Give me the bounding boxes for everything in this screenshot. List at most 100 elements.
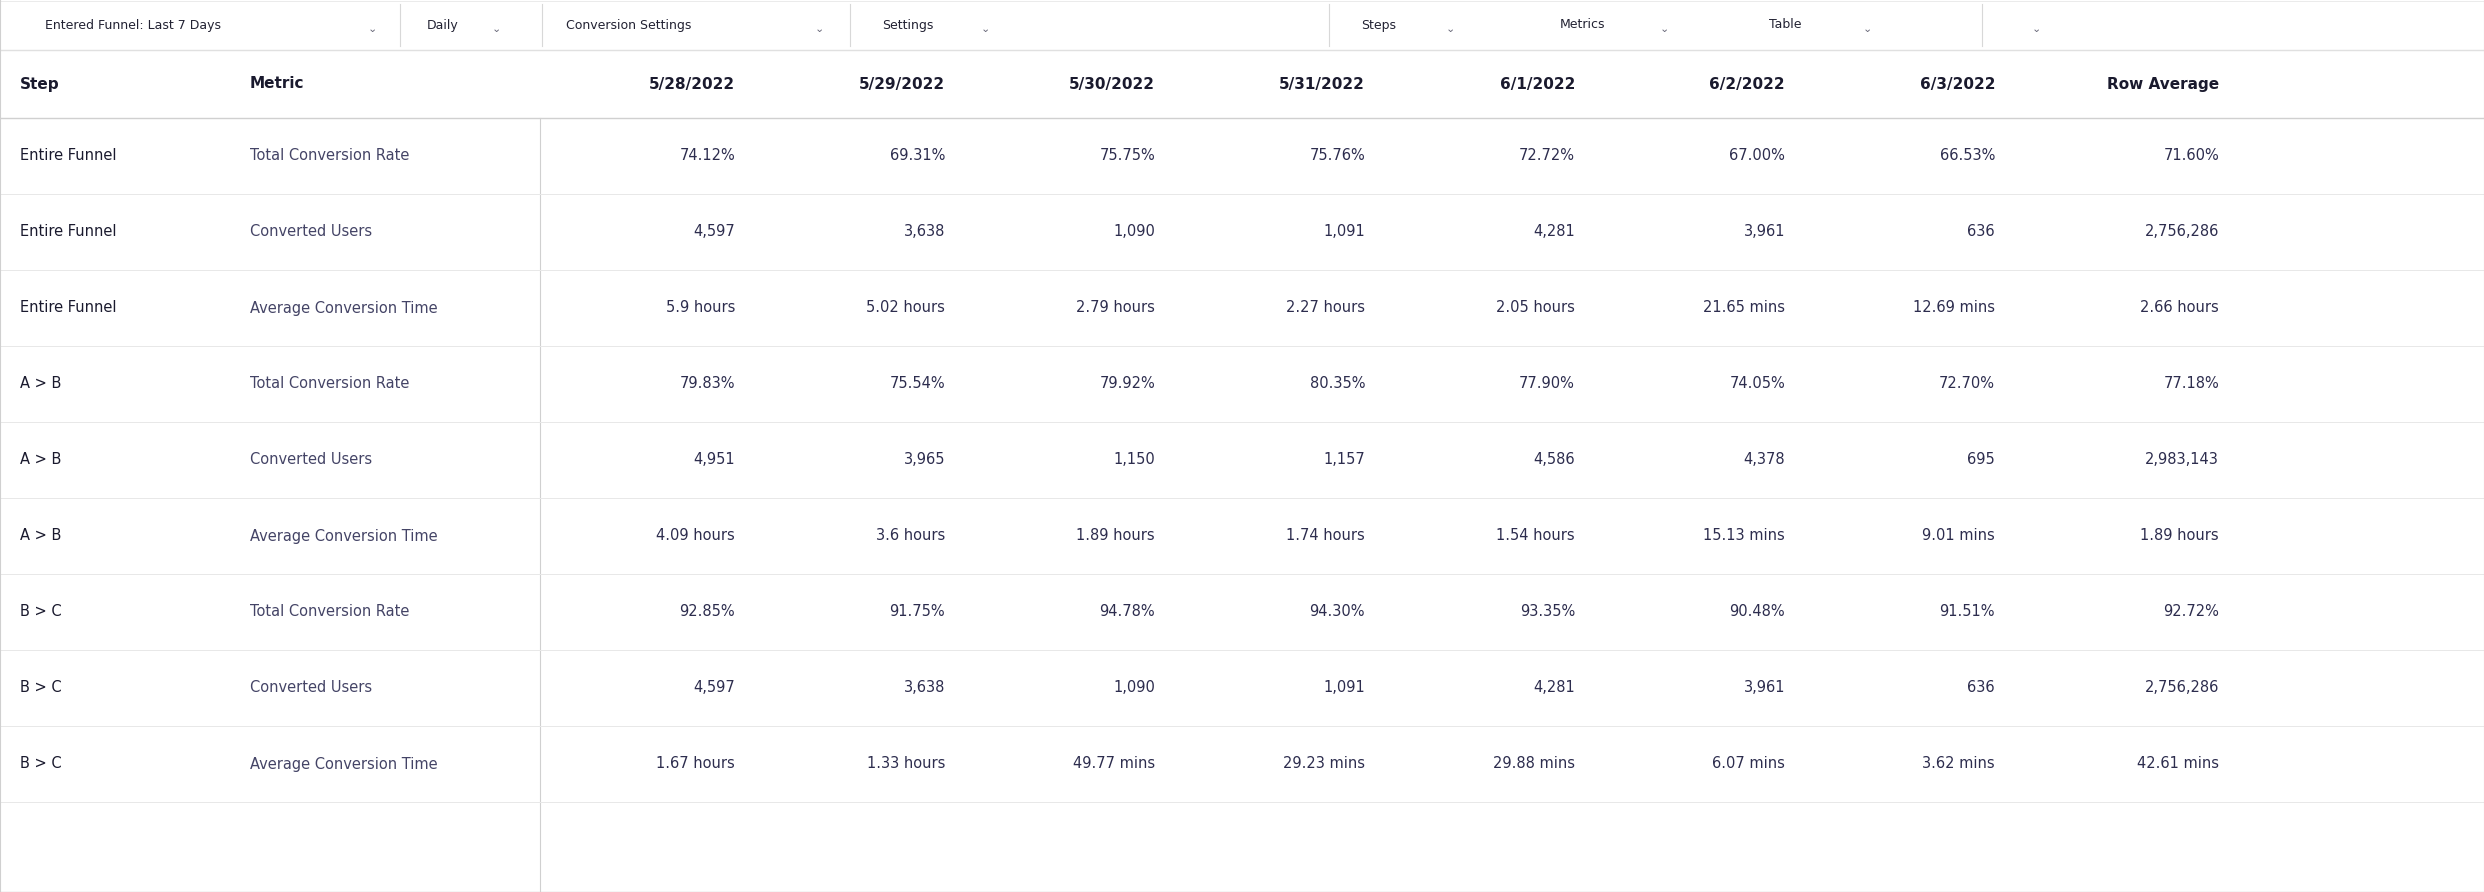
Text: 2.79 hours: 2.79 hours	[1076, 301, 1155, 316]
Text: 1.89 hours: 1.89 hours	[1076, 528, 1155, 543]
Bar	[0, 118, 2484, 194]
Text: 9.01 mins: 9.01 mins	[1923, 528, 1995, 543]
Text: Total Conversion Rate: Total Conversion Rate	[251, 376, 410, 392]
Text: 79.83%: 79.83%	[681, 376, 735, 392]
Bar	[0, 50, 2484, 118]
Text: 91.51%: 91.51%	[1940, 605, 1995, 620]
Text: 69.31%: 69.31%	[889, 148, 944, 163]
Text: 74.12%: 74.12%	[678, 148, 735, 163]
Text: A > B: A > B	[20, 376, 62, 392]
Text: 1,157: 1,157	[1324, 452, 1366, 467]
Text: 2,983,143: 2,983,143	[2146, 452, 2218, 467]
Text: 2.27 hours: 2.27 hours	[1287, 301, 1366, 316]
Bar	[0, 650, 2484, 726]
Text: A > B: A > B	[20, 452, 62, 467]
Text: Step: Step	[20, 77, 60, 92]
Text: ⌄: ⌄	[815, 24, 825, 35]
Text: 2.66 hours: 2.66 hours	[2141, 301, 2218, 316]
Text: 21.65 mins: 21.65 mins	[1704, 301, 1786, 316]
Text: 92.72%: 92.72%	[2164, 605, 2218, 620]
Text: Converted Users: Converted Users	[251, 681, 373, 696]
Text: 3,638: 3,638	[904, 681, 944, 696]
Text: ⌄: ⌄	[1446, 24, 1456, 35]
Text: 6/1/2022: 6/1/2022	[1500, 77, 1575, 92]
Text: 4.09 hours: 4.09 hours	[656, 528, 735, 543]
Text: 1,091: 1,091	[1324, 225, 1366, 239]
Text: 77.18%: 77.18%	[2164, 376, 2218, 392]
Text: 1.67 hours: 1.67 hours	[656, 756, 735, 772]
Bar	[0, 726, 2484, 802]
Text: 3.62 mins: 3.62 mins	[1923, 756, 1995, 772]
Text: 94.78%: 94.78%	[1100, 605, 1155, 620]
Text: B > C: B > C	[20, 681, 62, 696]
Text: 4,597: 4,597	[693, 681, 735, 696]
Text: 93.35%: 93.35%	[1520, 605, 1575, 620]
Text: Entire Funnel: Entire Funnel	[20, 225, 117, 239]
Text: 90.48%: 90.48%	[1729, 605, 1786, 620]
Text: Daily: Daily	[427, 19, 460, 31]
Text: Steps: Steps	[1361, 19, 1396, 31]
Text: ⌄: ⌄	[368, 24, 378, 35]
Text: ⌄: ⌄	[2032, 24, 2042, 35]
Text: 4,951: 4,951	[693, 452, 735, 467]
Text: Entire Funnel: Entire Funnel	[20, 148, 117, 163]
Text: ⌄: ⌄	[981, 24, 991, 35]
Text: 3,961: 3,961	[1744, 681, 1786, 696]
Text: 6.07 mins: 6.07 mins	[1711, 756, 1786, 772]
Bar	[0, 422, 2484, 498]
Text: 77.90%: 77.90%	[1520, 376, 1575, 392]
Text: 29.88 mins: 29.88 mins	[1493, 756, 1575, 772]
Text: 1.33 hours: 1.33 hours	[867, 756, 944, 772]
Text: Entered Funnel: Last 7 Days: Entered Funnel: Last 7 Days	[45, 19, 221, 31]
Text: 42.61 mins: 42.61 mins	[2136, 756, 2218, 772]
Text: A > B: A > B	[20, 528, 62, 543]
Text: 3.6 hours: 3.6 hours	[877, 528, 944, 543]
Text: Metrics: Metrics	[1560, 19, 1605, 31]
Text: 3,965: 3,965	[904, 452, 944, 467]
Text: 5/30/2022: 5/30/2022	[1068, 77, 1155, 92]
Text: 4,281: 4,281	[1533, 225, 1575, 239]
Text: Conversion Settings: Conversion Settings	[566, 19, 691, 31]
Bar	[0, 346, 2484, 422]
Text: 4,281: 4,281	[1533, 681, 1575, 696]
Text: 1.89 hours: 1.89 hours	[2141, 528, 2218, 543]
Bar	[0, 574, 2484, 650]
Text: 72.72%: 72.72%	[1520, 148, 1575, 163]
Text: 15.13 mins: 15.13 mins	[1704, 528, 1786, 543]
Text: 71.60%: 71.60%	[2164, 148, 2218, 163]
Text: 67.00%: 67.00%	[1729, 148, 1786, 163]
Text: 6/3/2022: 6/3/2022	[1920, 77, 1995, 92]
Text: ⌄: ⌄	[1863, 24, 1873, 35]
Text: 4,378: 4,378	[1744, 452, 1786, 467]
Text: 29.23 mins: 29.23 mins	[1284, 756, 1366, 772]
Text: 75.75%: 75.75%	[1100, 148, 1155, 163]
Text: Average Conversion Time: Average Conversion Time	[251, 528, 437, 543]
Text: 1,091: 1,091	[1324, 681, 1366, 696]
Text: Settings: Settings	[882, 19, 934, 31]
Text: 1,090: 1,090	[1113, 681, 1155, 696]
Text: 5/28/2022: 5/28/2022	[648, 77, 735, 92]
Text: 4,597: 4,597	[693, 225, 735, 239]
Text: 74.05%: 74.05%	[1729, 376, 1786, 392]
Text: 5.9 hours: 5.9 hours	[666, 301, 735, 316]
Bar	[0, 0, 2484, 50]
Text: B > C: B > C	[20, 605, 62, 620]
Text: Total Conversion Rate: Total Conversion Rate	[251, 148, 410, 163]
Text: 3,638: 3,638	[904, 225, 944, 239]
Text: 636: 636	[1967, 225, 1995, 239]
Text: 72.70%: 72.70%	[1940, 376, 1995, 392]
Text: 12.69 mins: 12.69 mins	[1913, 301, 1995, 316]
Text: 636: 636	[1967, 681, 1995, 696]
Text: 5.02 hours: 5.02 hours	[867, 301, 944, 316]
Text: Average Conversion Time: Average Conversion Time	[251, 301, 437, 316]
Text: 75.54%: 75.54%	[889, 376, 944, 392]
Text: 66.53%: 66.53%	[1940, 148, 1995, 163]
Text: 91.75%: 91.75%	[889, 605, 944, 620]
Text: 2,756,286: 2,756,286	[2144, 681, 2218, 696]
Bar	[0, 194, 2484, 270]
Text: 80.35%: 80.35%	[1309, 376, 1366, 392]
Text: Average Conversion Time: Average Conversion Time	[251, 756, 437, 772]
Text: Row Average: Row Average	[2106, 77, 2218, 92]
Text: Metric: Metric	[251, 77, 306, 92]
Bar	[0, 270, 2484, 346]
